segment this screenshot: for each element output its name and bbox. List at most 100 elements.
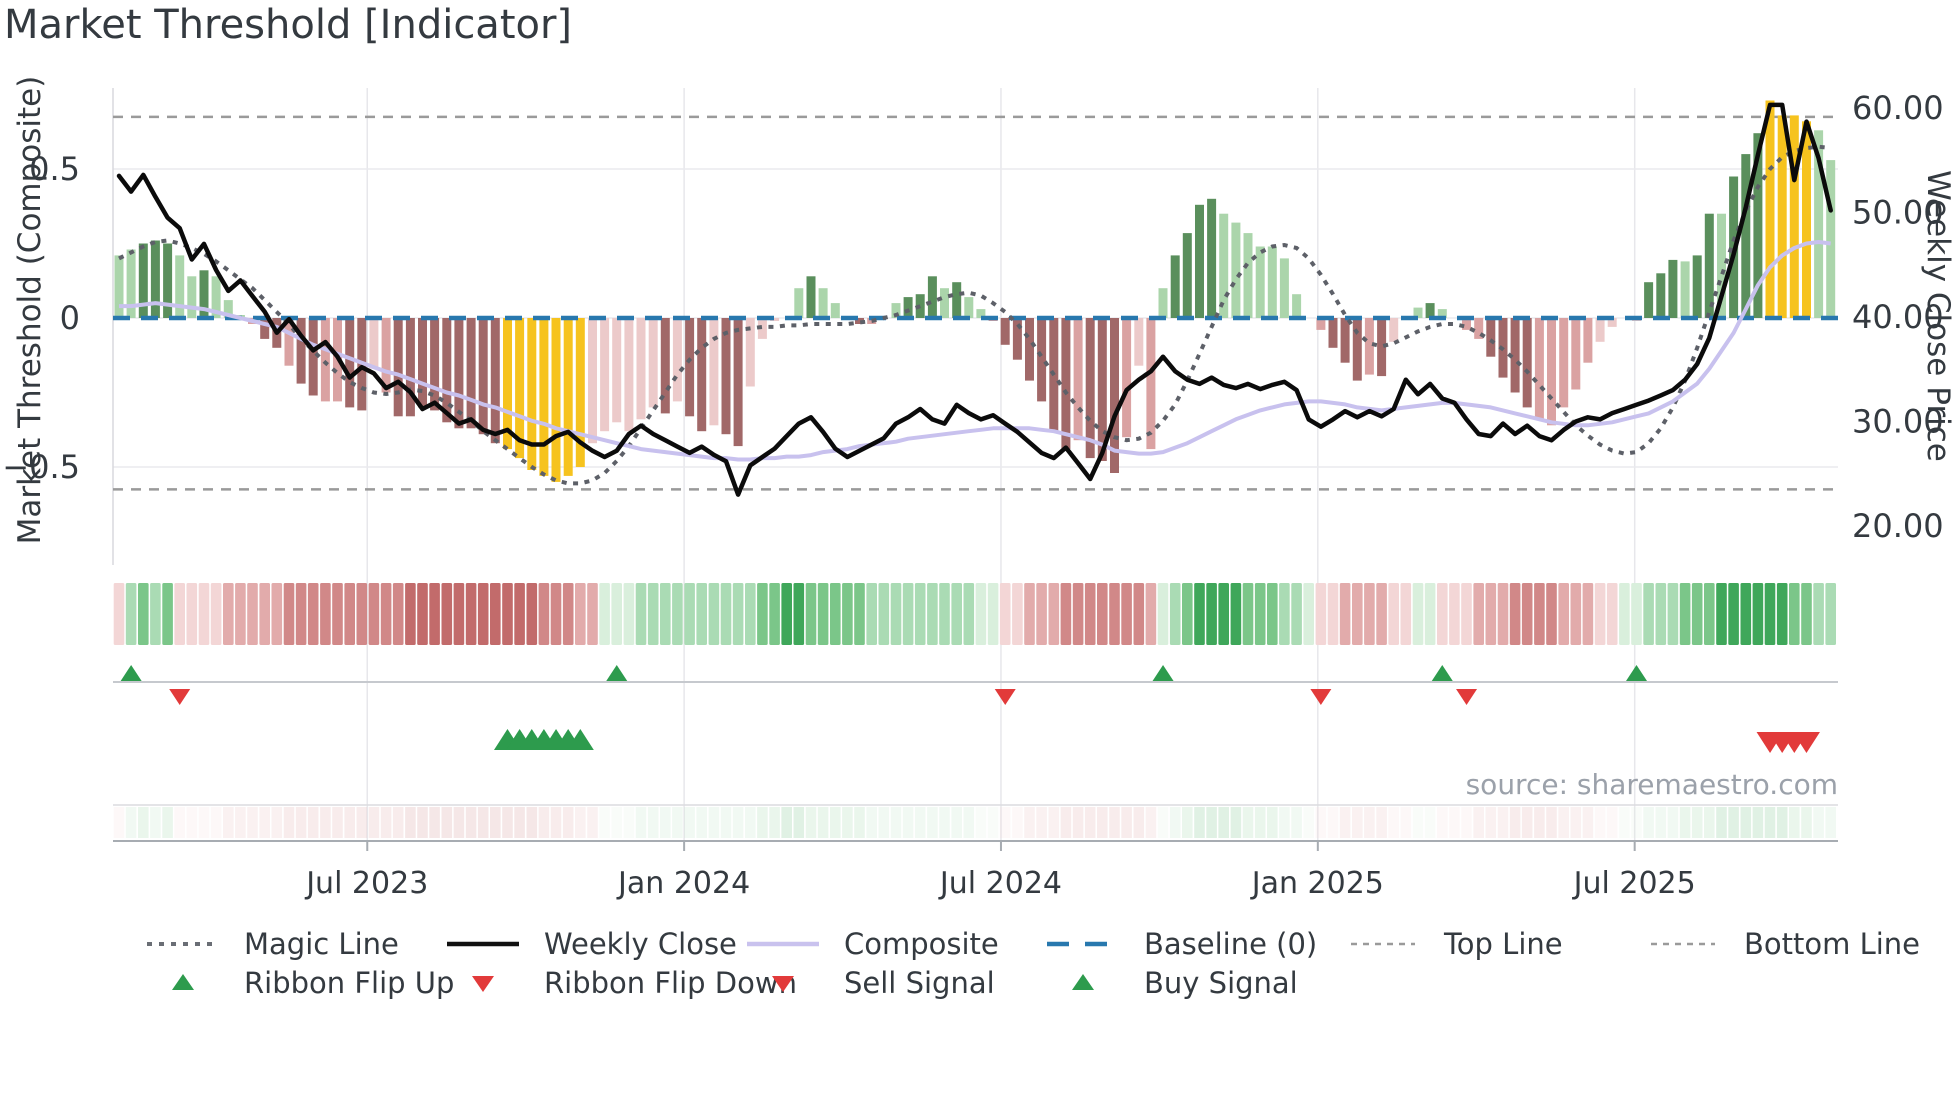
ribbon-cell (1303, 583, 1314, 645)
composite-bar (1413, 307, 1423, 318)
ribbon-cell (150, 583, 161, 645)
ribbon-echo-cell (660, 807, 671, 838)
ribbon-cell (1182, 583, 1193, 645)
composite-bar (405, 318, 415, 417)
legend-swatch-triangle-up-icon (172, 974, 194, 990)
ribbon-echo-cell (999, 807, 1011, 838)
ribbon-echo-cell (1691, 807, 1703, 838)
ribbon-echo-cell (514, 807, 525, 838)
ribbon-echo-cell (1048, 807, 1060, 838)
legend-swatch (1040, 970, 1126, 996)
ribbon-echo-cell (477, 807, 489, 838)
ribbon-echo-cell (830, 807, 841, 838)
ribbon-echo-cell (417, 807, 428, 838)
composite-bar (794, 288, 804, 318)
buy-signal-marker (566, 729, 594, 750)
ribbon-flip-up-marker (1152, 665, 1174, 681)
ribbon-echo-cell (1509, 807, 1521, 838)
ribbon-echo-cell (1582, 807, 1594, 838)
composite-bar (1547, 318, 1556, 426)
ribbon-echo-cell (975, 807, 987, 838)
legend-label: Sell Signal (844, 966, 995, 1000)
composite-bar (175, 255, 185, 318)
ribbon-echo-cell (878, 807, 890, 838)
composite-bar (1255, 246, 1265, 318)
composite-bar (503, 318, 512, 450)
ribbon-cell (307, 583, 319, 645)
ribbon-cell (684, 583, 695, 645)
ribbon-cell (1072, 583, 1084, 645)
composite-bar (1680, 261, 1690, 318)
ribbon-echo-cell (429, 807, 440, 838)
ribbon-cell (1352, 583, 1363, 645)
composite-bar (927, 276, 937, 318)
composite-bar (1037, 318, 1047, 402)
ribbon-cell (1012, 583, 1023, 645)
ribbon-cell (235, 583, 246, 645)
ribbon-cell (1521, 583, 1533, 645)
ribbon-echo-cell (963, 807, 975, 838)
ribbon-echo-cell (902, 807, 914, 838)
ribbon-cell (1254, 583, 1266, 645)
ribbon-echo-cell (1364, 807, 1375, 838)
composite-bar (697, 318, 707, 432)
ribbon-cell (1558, 583, 1569, 645)
ribbon-cell (1291, 583, 1302, 645)
composite-bar (770, 318, 780, 321)
composite-bar (672, 318, 682, 402)
ribbon-cell (1619, 583, 1630, 645)
composite-bar (1377, 318, 1387, 377)
ribbon-cell (1570, 583, 1582, 645)
composite-bar (830, 303, 840, 318)
ribbon-cell (502, 583, 513, 645)
composite-bar (1195, 204, 1204, 318)
composite-bar (1061, 318, 1071, 450)
ribbon-echo-cell (453, 807, 465, 838)
ribbon-cell (1060, 583, 1072, 645)
composite-bar (1607, 318, 1617, 327)
ribbon-echo-cell (1303, 807, 1314, 838)
ribbon-cell (951, 583, 962, 645)
composite-bar (624, 318, 634, 432)
composite-bar (1316, 318, 1326, 330)
composite-bar (1340, 318, 1350, 363)
legend-swatch (440, 931, 526, 957)
legend-swatch-triangle-up-icon (1072, 974, 1094, 990)
ribbon-echo-cell (356, 807, 368, 838)
ribbon-echo-cell (1606, 807, 1618, 838)
composite-bar (1692, 255, 1702, 318)
ribbon-echo-cell (1546, 807, 1557, 838)
ribbon-cell (842, 583, 853, 645)
legend-swatch (1040, 931, 1126, 957)
ribbon-echo-cell (817, 807, 829, 838)
ribbon-cell (429, 583, 440, 645)
composite-bar (1279, 258, 1289, 318)
legend-item-weekly-close: Weekly Close (440, 924, 737, 964)
ribbon-echo-cell (1521, 807, 1533, 838)
composite-bar (1474, 318, 1484, 339)
ribbon-echo-cell (1133, 807, 1145, 838)
composite-bar (296, 318, 306, 384)
ribbon-echo-cell (198, 807, 210, 838)
ribbon-flip-down-marker (1456, 689, 1478, 705)
composite-bar (563, 318, 573, 476)
composite-bar (466, 318, 476, 429)
ribbon-echo-cell (1194, 807, 1205, 838)
legend-swatch-long-dash-icon (1047, 941, 1119, 947)
legend-swatch-dotted-icon (147, 942, 219, 946)
ribbon-cell (344, 583, 355, 645)
legend-label: Composite (844, 927, 999, 961)
y-tick-label-left: 0.5 (29, 150, 80, 188)
composite-bar (150, 240, 160, 318)
ribbon-cell (356, 583, 368, 645)
ribbon-echo-cell (1764, 807, 1776, 838)
ribbon-echo-cell (866, 807, 877, 838)
ribbon-cell (1631, 583, 1642, 645)
ribbon-cell (1339, 583, 1351, 645)
ribbon-echo-cell (745, 807, 756, 838)
ribbon-echo-cell (1060, 807, 1072, 838)
ribbon-cell (550, 583, 562, 645)
ribbon-cell (1157, 583, 1169, 645)
ribbon-cell (465, 583, 477, 645)
ribbon-cell (939, 583, 950, 645)
